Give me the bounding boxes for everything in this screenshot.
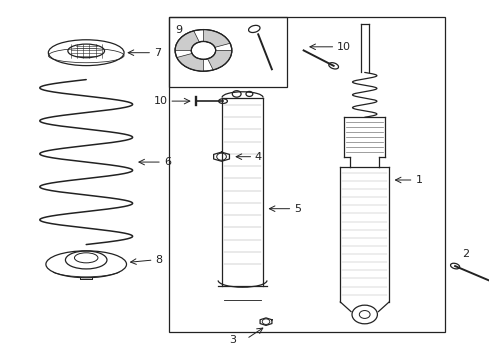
Bar (169, 17, 287, 87)
Text: 10: 10 (337, 42, 351, 52)
Text: 8: 8 (156, 255, 163, 265)
Text: 3: 3 (229, 335, 236, 345)
Text: 10: 10 (154, 96, 168, 106)
Text: 5: 5 (294, 204, 301, 214)
Wedge shape (203, 30, 230, 47)
Text: 7: 7 (154, 48, 161, 58)
Text: 6: 6 (164, 157, 171, 167)
Bar (169, 17, 445, 332)
Text: 9: 9 (175, 25, 182, 35)
Text: 1: 1 (416, 175, 423, 185)
Text: 4: 4 (255, 152, 262, 162)
Wedge shape (208, 50, 232, 70)
Wedge shape (175, 31, 199, 50)
Text: 2: 2 (463, 248, 469, 258)
Wedge shape (177, 54, 203, 71)
